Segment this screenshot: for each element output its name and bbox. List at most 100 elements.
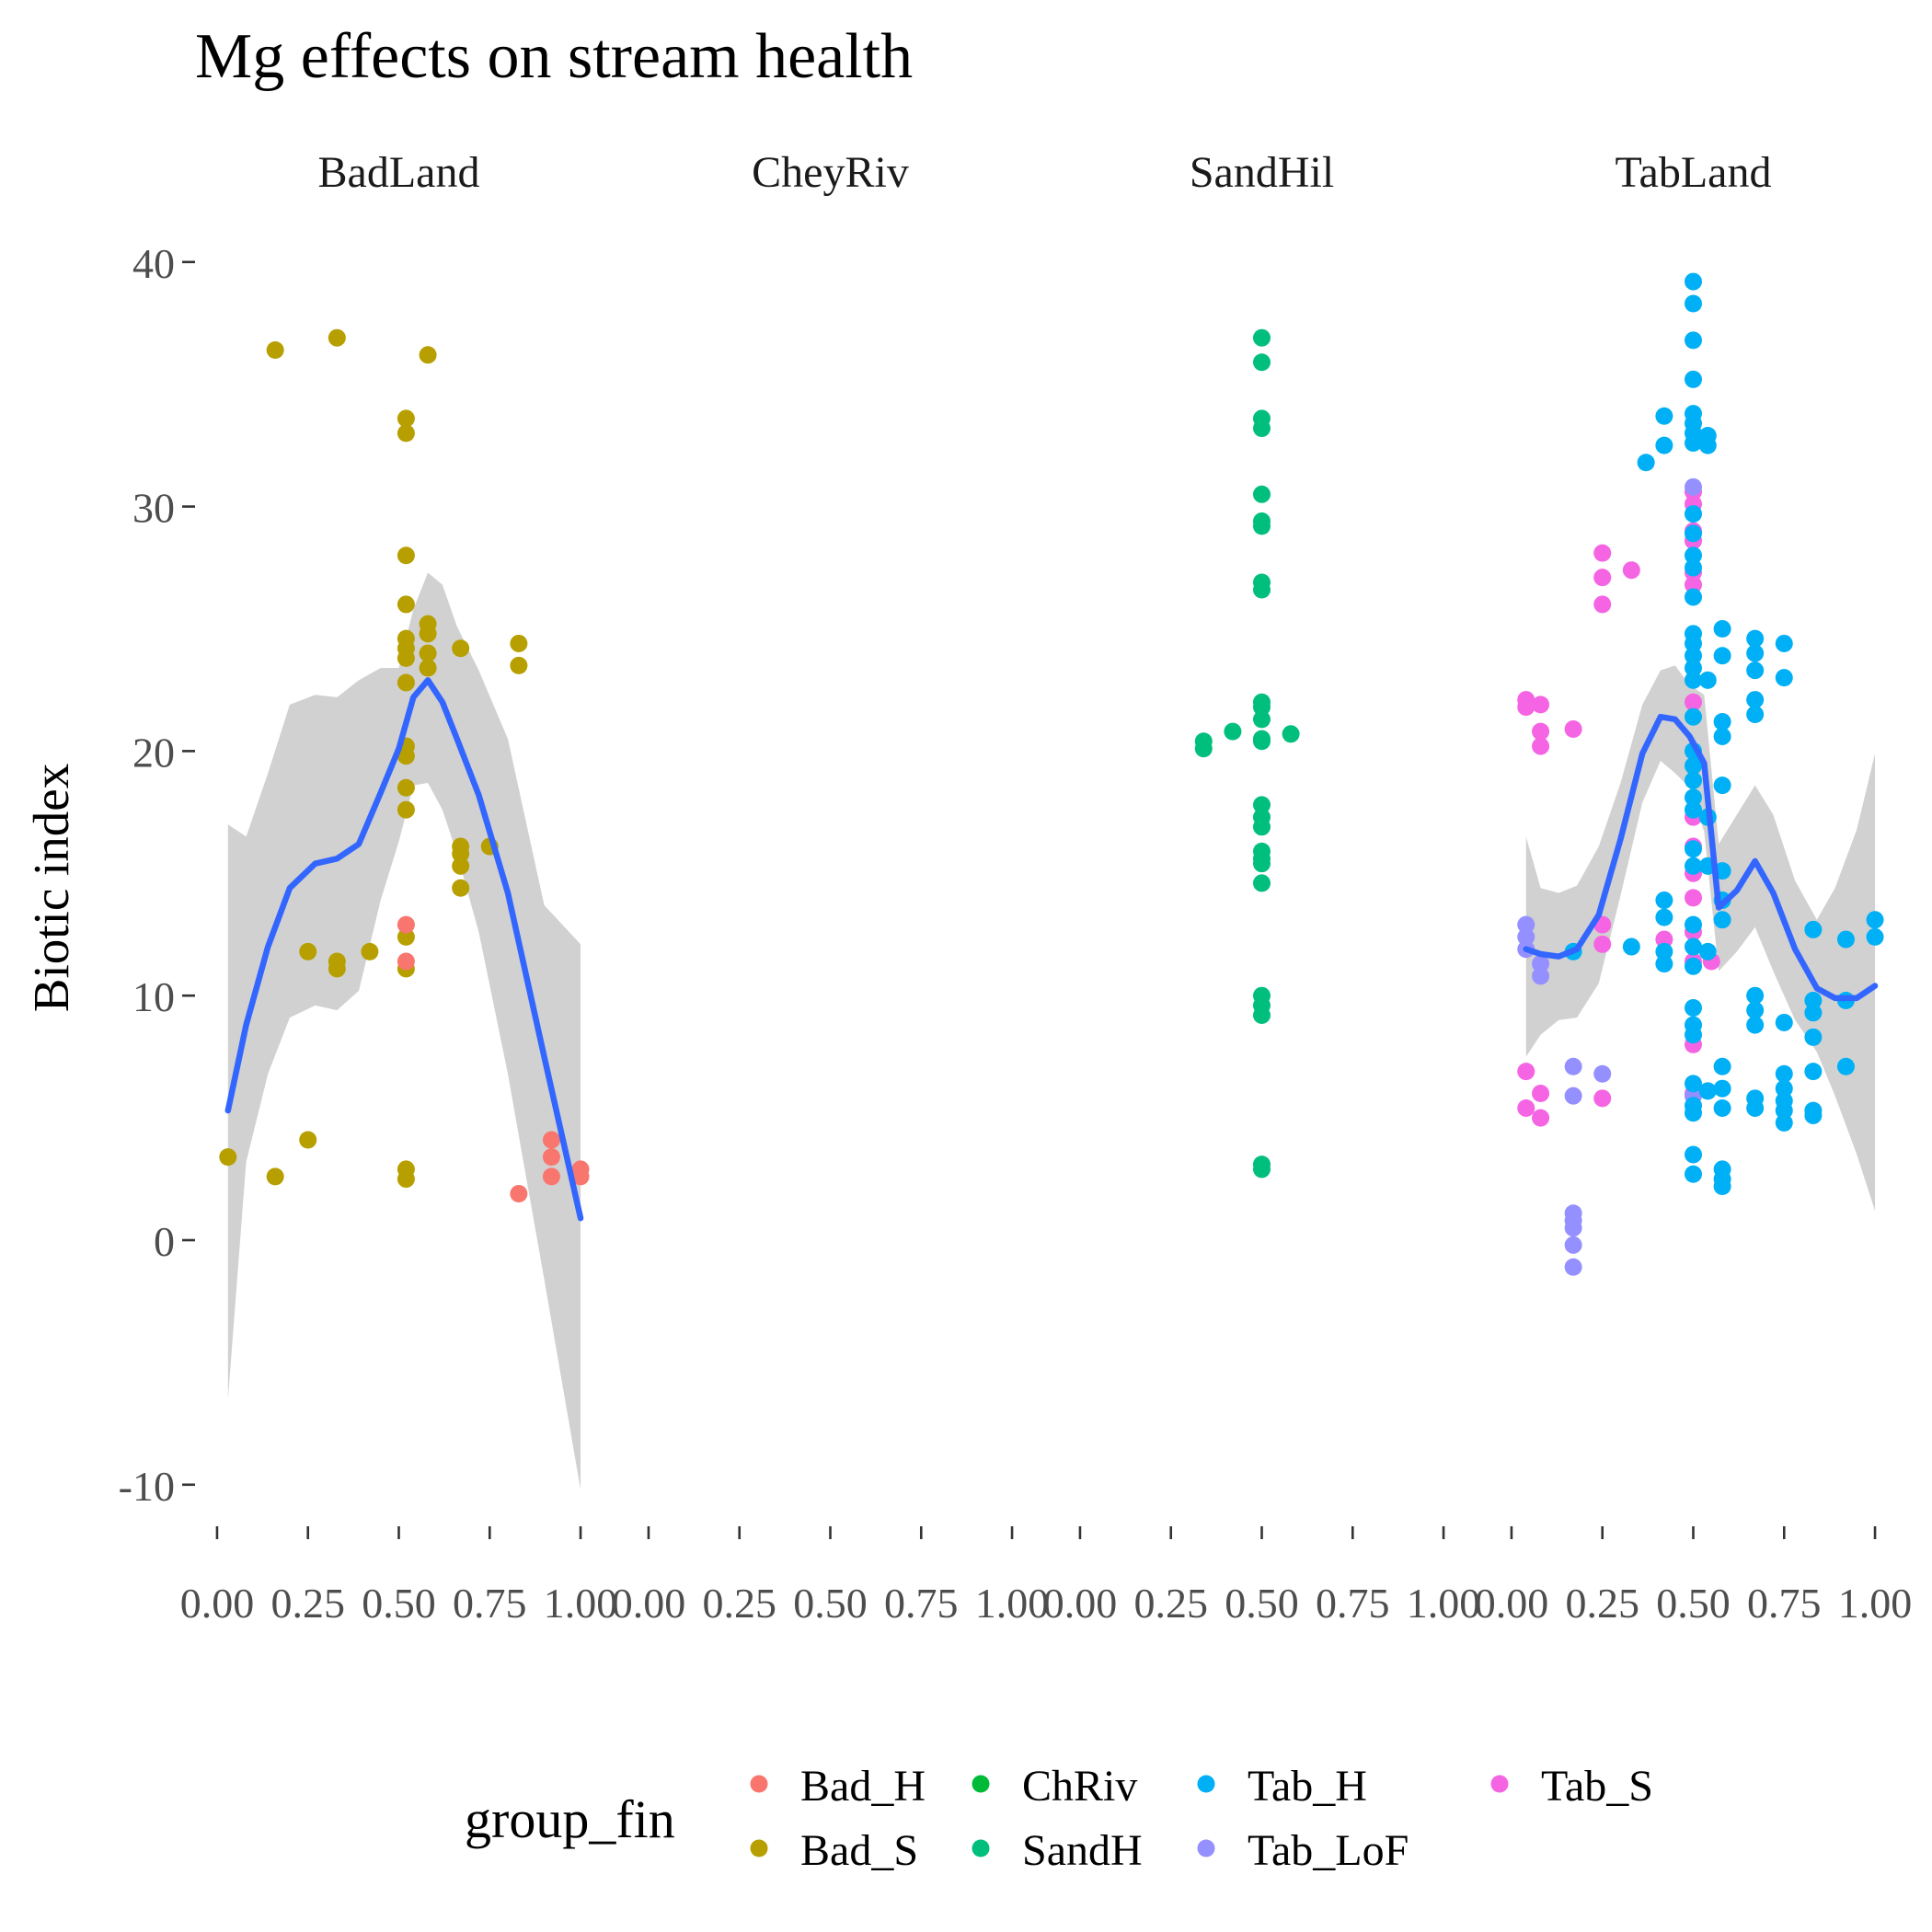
data-point-bad_s — [397, 800, 415, 819]
facet-panels: BadLand 0.00 0.25 0.50 0.75 1.00 CheyRiv 0.00 0.… — [180, 148, 1913, 1627]
data-point-bad_h — [397, 952, 415, 971]
data-point-tab_s — [1517, 1098, 1535, 1117]
data-point-bad_s — [299, 1131, 317, 1149]
legend-key — [972, 1839, 990, 1857]
data-point-bad_s — [510, 634, 528, 652]
data-point-sandh — [1253, 581, 1271, 599]
data-point-bad_s — [397, 747, 415, 765]
x-tick-label: 1.00 — [544, 1580, 618, 1627]
data-point-bad_h — [571, 1167, 590, 1186]
data-point-tab_h — [1775, 1013, 1793, 1031]
data-point-tab_h — [1685, 1104, 1702, 1122]
legend-label: Tab_H — [1248, 1762, 1367, 1811]
x-tick-label: 0.50 — [362, 1580, 436, 1627]
confidence-ribbon — [1525, 665, 1876, 1212]
y-tick-label: 30 — [132, 485, 175, 532]
data-point-tab_h — [1746, 629, 1765, 648]
legend: group_fin Bad_H Bad_S ChRiv SandH Tab_H Tab_Lo… — [465, 1762, 1653, 1875]
data-point-tab_lof — [1532, 967, 1550, 985]
data-point-bad_s — [397, 409, 415, 428]
data-point-tab_h — [1775, 1113, 1793, 1132]
data-point-tab_h — [1698, 942, 1717, 960]
data-point-bad_h — [397, 915, 415, 934]
data-point-tab_h — [1713, 727, 1731, 745]
data-point-sandh — [1253, 855, 1271, 873]
data-point-tab_h — [1804, 992, 1823, 1010]
data-point-tab_s — [1622, 561, 1640, 580]
legend-item-bad_s: Bad_S — [750, 1826, 918, 1875]
data-point-tab_lof — [1564, 1258, 1582, 1276]
data-point-tab_h — [1685, 915, 1702, 934]
data-point-tab_h — [1775, 669, 1793, 687]
data-point-tab_h — [1685, 957, 1702, 975]
data-point-tab_h — [1713, 1079, 1731, 1098]
data-point-sandh — [1253, 328, 1271, 347]
data-point-tab_h — [1804, 1063, 1823, 1081]
legend-title: group_fin — [465, 1789, 675, 1849]
legend-item-tab_lof: Tab_LoF — [1197, 1826, 1409, 1875]
facet-panel-sandhil: SandHil 0.00 0.25 0.50 0.75 1.00 — [1043, 148, 1481, 1627]
data-point-tab_h — [1713, 911, 1731, 929]
legend-label: Tab_LoF — [1248, 1826, 1409, 1875]
data-point-tab_h — [1685, 433, 1702, 452]
data-point-bad_s — [219, 1148, 237, 1167]
legend-item-tab_s: Tab_S — [1490, 1762, 1653, 1811]
data-point-tab_h — [1685, 505, 1702, 523]
y-tick-label: -10 — [119, 1463, 175, 1510]
data-point-sandh — [1253, 517, 1271, 535]
facet-strip-label: TabLand — [1616, 148, 1772, 197]
data-point-sandh — [1253, 353, 1271, 372]
data-point-bad_s — [452, 845, 470, 863]
data-point-tab_s — [1685, 889, 1702, 907]
data-point-bad_s — [397, 649, 415, 667]
data-point-tab_h — [1804, 1004, 1823, 1022]
data-point-tab_h — [1713, 620, 1731, 638]
data-point-bad_s — [266, 340, 284, 359]
legend-label: SandH — [1022, 1826, 1143, 1875]
data-point-bad_s — [397, 595, 415, 614]
data-point-bad_s — [419, 659, 437, 677]
data-point-tab_h — [1685, 524, 1702, 543]
data-point-bad_s — [452, 879, 470, 897]
data-point-bad_s — [397, 1170, 415, 1189]
data-point-tab_h — [1775, 1101, 1793, 1120]
data-point-tab_s — [1685, 693, 1702, 711]
data-point-tab_h — [1713, 1098, 1731, 1117]
data-point-tab_h — [1685, 331, 1702, 350]
data-point-sandh — [1253, 818, 1271, 836]
legend-key — [972, 1775, 990, 1793]
data-point-sandh — [1282, 725, 1300, 743]
legend-key — [750, 1839, 768, 1857]
data-point-tab_h — [1655, 436, 1673, 454]
data-point-bad_s — [397, 546, 415, 565]
data-point-bad_s — [419, 346, 437, 364]
x-tick-label: 0.25 — [1565, 1580, 1639, 1627]
x-tick-label: 0.25 — [702, 1580, 776, 1627]
data-point-tab_h — [1685, 659, 1702, 677]
data-point-tab_h — [1685, 370, 1702, 388]
data-point-bad_s — [328, 960, 346, 978]
legend-key — [1197, 1775, 1215, 1793]
data-point-tab_h — [1622, 937, 1640, 956]
data-point-tab_h — [1713, 776, 1731, 795]
data-point-tab_h — [1685, 800, 1702, 819]
legend-label: Bad_S — [800, 1826, 918, 1875]
data-point-tab_s — [1517, 1063, 1535, 1081]
x-tick-label: 0.75 — [1316, 1580, 1390, 1627]
data-point-tab_h — [1685, 634, 1702, 652]
facet-panel-badland: BadLand 0.00 0.25 0.50 0.75 1.00 — [180, 148, 618, 1627]
data-point-tab_h — [1685, 647, 1702, 665]
data-point-sandh — [1253, 420, 1271, 438]
smooth-line — [1523, 713, 1879, 1002]
data-point-tab_h — [1685, 1145, 1702, 1164]
data-point-tab_h — [1775, 1064, 1793, 1083]
data-point-sandh — [1253, 1006, 1271, 1024]
x-tick-label: 0.00 — [180, 1580, 255, 1627]
data-point-tab_h — [1713, 1178, 1731, 1196]
data-point-tab_h — [1775, 1079, 1793, 1098]
legend-label: ChRiv — [1022, 1762, 1137, 1811]
x-tick-label: 0.00 — [612, 1580, 686, 1627]
data-point-bad_s — [397, 927, 415, 946]
data-point-tab_h — [1685, 937, 1702, 956]
